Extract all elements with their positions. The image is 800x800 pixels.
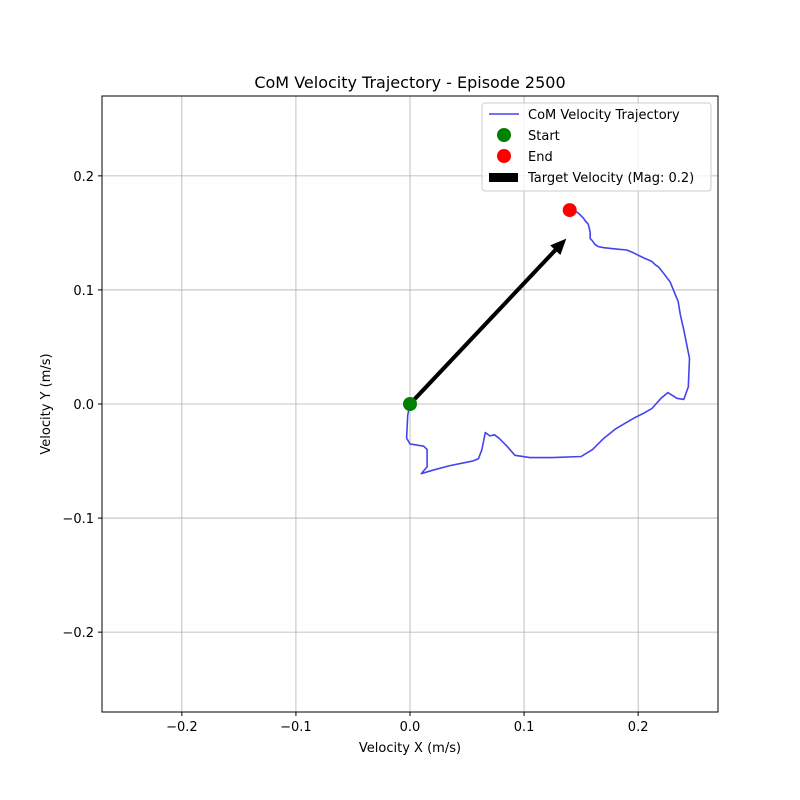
y-tick-label: 0.0 <box>73 398 94 413</box>
legend-arrow-swatch <box>489 173 518 182</box>
x-tick-label: 0.2 <box>628 720 649 735</box>
target-velocity-arrow <box>408 238 567 406</box>
y-tick-label: −0.2 <box>62 626 94 641</box>
legend-label-start: Start <box>528 129 560 144</box>
legend-label-target: Target Velocity (Mag: 0.2) <box>527 171 694 186</box>
x-tick-label: −0.1 <box>280 720 312 735</box>
chart-title: CoM Velocity Trajectory - Episode 2500 <box>254 73 565 92</box>
legend-label-end: End <box>528 150 553 165</box>
x-tick-label: 0.0 <box>400 720 421 735</box>
trajectory-line <box>405 209 691 475</box>
start-marker <box>403 397 417 411</box>
x-tick-label: 0.1 <box>514 720 535 735</box>
y-tick-label: 0.2 <box>73 170 94 185</box>
x-axis-label: Velocity X (m/s) <box>359 741 461 756</box>
x-tick-label: −0.2 <box>166 720 198 735</box>
end-marker <box>562 203 577 218</box>
legend-end-swatch <box>497 149 511 163</box>
y-tick-label: −0.1 <box>62 512 94 527</box>
plot-data <box>403 203 691 475</box>
legend: CoM Velocity Trajectory Start End Target… <box>481 102 712 192</box>
y-tick-label: 0.1 <box>73 284 94 299</box>
legend-box <box>481 102 712 192</box>
legend-start-swatch <box>497 128 511 142</box>
axis-ticks: −0.2 −0.1 0.0 0.1 0.2 −0.2 −0.1 0.0 0.1 0.2 <box>62 170 648 735</box>
legend-label-trajectory: CoM Velocity Trajectory <box>528 108 680 123</box>
y-axis-label: Velocity Y (m/s) <box>39 353 54 454</box>
